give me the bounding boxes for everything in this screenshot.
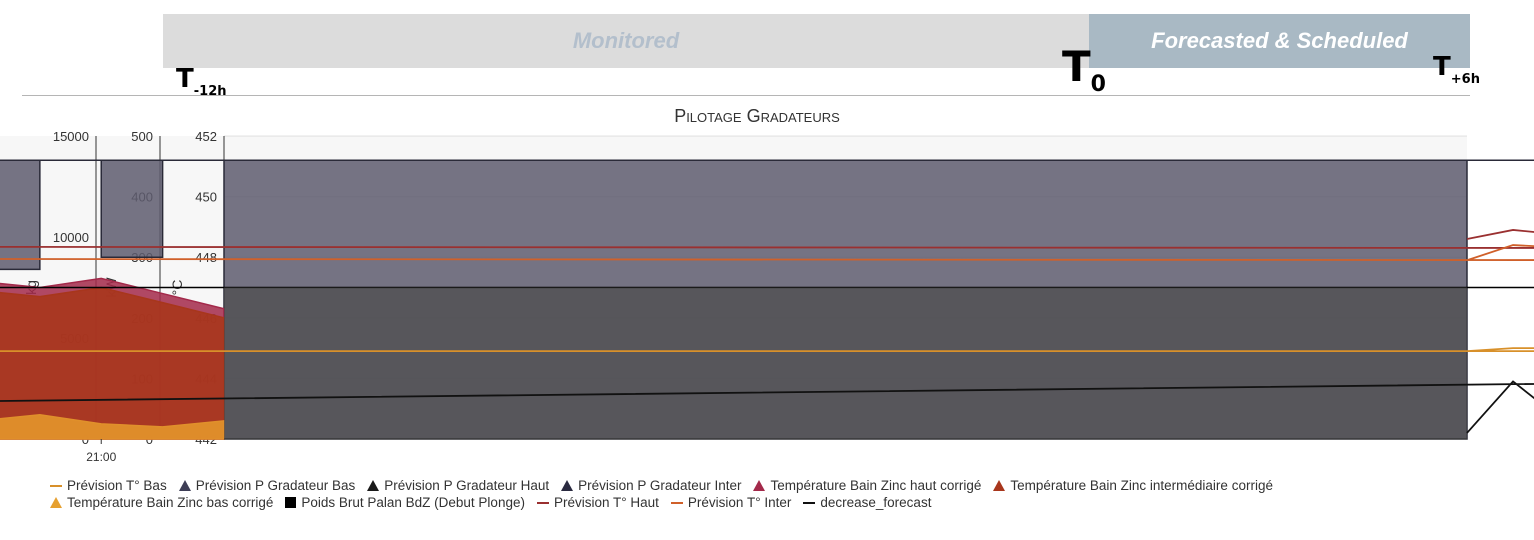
y-tick-label: 500 bbox=[131, 129, 153, 144]
y-tick-label: 15000 bbox=[53, 129, 89, 144]
x-axis: 21:0022:0023:0000:0001:0002:0003:0004:00… bbox=[86, 438, 1467, 464]
legend-item[interactable]: Température Bain Zinc bas corrigé bbox=[50, 495, 273, 510]
legend-label: Prévision P Gradateur Bas bbox=[195, 478, 356, 493]
legend-label: Prévision P Gradateur Haut bbox=[384, 478, 550, 493]
y-tick-label: 448 bbox=[195, 250, 217, 265]
monitored-band: Monitored bbox=[163, 14, 1089, 68]
legend-triangle-symbol bbox=[753, 480, 766, 491]
legend-item[interactable]: Température Bain Zinc intermédiaire corr… bbox=[993, 478, 1273, 493]
forecast-label: Forecasted & Scheduled bbox=[1151, 28, 1408, 53]
y-tick-label: 452 bbox=[195, 129, 217, 144]
x-tick-label: 21:00 bbox=[86, 450, 116, 464]
legend-line-symbol bbox=[50, 484, 62, 487]
pilotage-chart: Pilotage Gradateurs 050001000015000kg010… bbox=[0, 106, 1534, 464]
legend-label: Prévision T° Inter bbox=[687, 495, 792, 510]
legend-triangle-symbol bbox=[367, 480, 380, 491]
legend-item[interactable]: Prévision P Gradateur Inter bbox=[561, 478, 741, 493]
header-divider bbox=[22, 95, 1470, 96]
forecast-band: Forecasted & Scheduled bbox=[1089, 14, 1470, 68]
legend-label: Prévision P Gradateur Inter bbox=[578, 478, 742, 493]
chart-title: Pilotage Gradateurs bbox=[674, 106, 840, 126]
legend-item[interactable]: Prévision T° Haut bbox=[536, 495, 659, 510]
legend-label: Température Bain Zinc intermédiaire corr… bbox=[1010, 478, 1273, 493]
legend-triangle-symbol bbox=[561, 480, 574, 491]
legend-triangle-symbol bbox=[50, 497, 62, 508]
legend-label: Température Bain Zinc bas corrigé bbox=[67, 495, 274, 510]
legend-triangle-symbol bbox=[993, 480, 1006, 491]
legend-line-symbol bbox=[670, 501, 683, 504]
legend-label: Prévision T° Haut bbox=[553, 495, 659, 510]
t-end-marker: T+6h bbox=[1433, 52, 1480, 87]
legend-item[interactable]: Prévision T° Bas bbox=[50, 478, 167, 493]
monitored-label: Monitored bbox=[572, 28, 680, 53]
t-zero-marker: T0 bbox=[1062, 42, 1106, 97]
chart-legend: Prévision T° Bas Prévision P Gradateur Ba… bbox=[50, 478, 1490, 512]
legend-label: Température Bain Zinc haut corrigé bbox=[770, 478, 982, 493]
legend-label: Prévision T° Bas bbox=[67, 478, 167, 493]
series-layer bbox=[0, 159, 1534, 440]
legend-line-symbol bbox=[803, 501, 816, 504]
y-tick-label: 450 bbox=[195, 190, 217, 205]
series-area-temp-bas bbox=[0, 414, 225, 440]
legend-square-symbol bbox=[285, 497, 297, 508]
legend-row: Prévision T° Bas Prévision P Gradateur Ba… bbox=[50, 478, 1490, 493]
legend-item[interactable]: Poids Brut Palan BdZ (Debut Plonge) bbox=[285, 495, 525, 510]
series-area-poids-forecast bbox=[0, 287, 1534, 439]
legend-label: Poids Brut Palan BdZ (Debut Plonge) bbox=[301, 495, 525, 510]
legend-line-symbol bbox=[536, 501, 549, 504]
y-tick-label: 10000 bbox=[53, 230, 89, 245]
legend-item[interactable]: Température Bain Zinc haut corrigé bbox=[753, 478, 981, 493]
t-start-marker: T-12h bbox=[176, 64, 227, 99]
legend-label: decrease_forecast bbox=[820, 495, 932, 510]
legend-item[interactable]: decrease_forecast bbox=[803, 495, 931, 510]
legend-item[interactable]: Prévision T° Inter bbox=[670, 495, 792, 510]
legend-row: Température Bain Zinc bas corrigé Poids B… bbox=[50, 495, 1490, 510]
legend-triangle-symbol bbox=[178, 480, 191, 491]
legend-item[interactable]: Prévision P Gradateur Bas bbox=[178, 478, 356, 493]
legend-item[interactable]: Prévision P Gradateur Haut bbox=[367, 478, 549, 493]
